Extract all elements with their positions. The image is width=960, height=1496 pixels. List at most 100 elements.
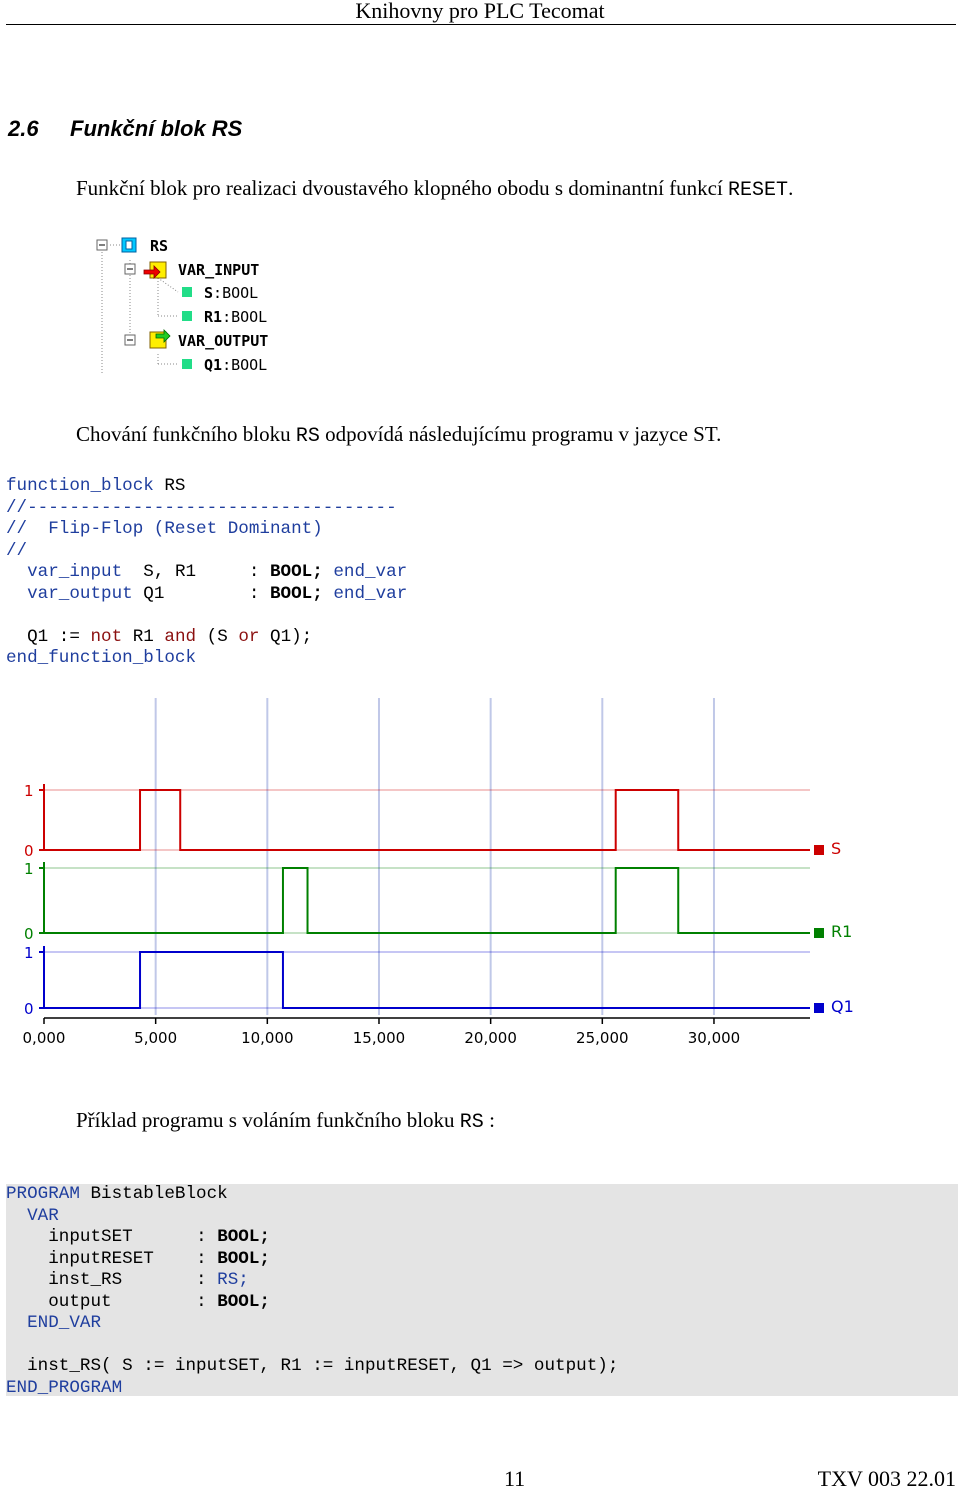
section-number: 2.6	[8, 116, 39, 141]
y-label-high: 1	[24, 782, 34, 800]
code-vars: Q1	[132, 583, 165, 604]
section-title: Funkční blok RS	[70, 116, 243, 141]
var-q1-row: Q1:BOOL	[204, 356, 267, 374]
var-q1-icon	[182, 359, 192, 369]
x-tick-label: 5,000	[134, 1029, 177, 1047]
collapse-output-icon[interactable]	[124, 334, 136, 346]
series-line-S	[44, 789, 810, 851]
code-sep: :	[164, 583, 270, 604]
code-sep: :	[196, 1227, 218, 1247]
var-name: inputSET	[48, 1227, 133, 1247]
legend-label-Q1: Q1	[831, 997, 854, 1016]
program-code-block: PROGRAM BistableBlock VAR inputSET : BOO…	[6, 1184, 618, 1399]
code-type: RS;	[217, 1270, 249, 1290]
example-code: RS	[459, 1111, 484, 1134]
behavior-end: odpovídá následujícímu programu v jazyce…	[319, 422, 722, 446]
code-sep: :	[196, 1248, 218, 1269]
variable-tree: RS VAR_INPUT S:BOOL R1:BOOL VAR_OUTPUT Q…	[96, 237, 268, 375]
var-output-icon	[149, 329, 171, 349]
code-keyword: var_output	[27, 583, 133, 604]
var-name: inputRESET	[48, 1248, 154, 1269]
program-code-background	[6, 1184, 958, 1396]
example-paragraph: Příklad programu s voláním funkčního blo…	[76, 1108, 495, 1134]
x-tick-label: 0,000	[23, 1029, 66, 1047]
fb-call: inst_RS( S := inputSET, R1 := inputRESET…	[27, 1356, 619, 1376]
var-s-row: S:BOOL	[204, 284, 258, 302]
document-id: TXV 003 22.01	[817, 1466, 956, 1491]
tree-root-label: RS	[150, 237, 168, 255]
series-line-Q1	[44, 951, 810, 1009]
intro-paragraph: Funkční blok pro realizaci dvoustavého k…	[76, 176, 793, 202]
code-type: BOOL;	[217, 1291, 270, 1312]
var-r1-icon	[182, 311, 192, 321]
x-tick-label: 30,000	[688, 1029, 741, 1047]
x-tick-label: 25,000	[576, 1029, 629, 1047]
y-label-low: 0	[24, 1000, 34, 1018]
code-operator: or	[238, 626, 260, 647]
code-expr: (S	[196, 626, 239, 647]
code-keyword: END_VAR	[27, 1313, 102, 1333]
code-keyword: var_input	[27, 562, 123, 582]
rs-block-icon	[121, 237, 137, 253]
code-expr: R1	[122, 626, 165, 647]
code-keyword: function_block	[6, 476, 154, 496]
code-keyword: PROGRAM	[6, 1184, 80, 1204]
var-s-icon	[182, 287, 192, 297]
page-header: Knihovny pro PLC Tecomat	[355, 0, 605, 23]
intro-text: Funkční blok pro realizaci dvoustavého k…	[76, 176, 729, 200]
code-keyword: end_var	[333, 562, 408, 582]
code-vars: S, R1	[122, 562, 197, 582]
code-expr: Q1 :=	[27, 626, 91, 647]
y-label-low: 0	[24, 925, 34, 943]
code-comment: // Flip-Flop (Reset Dominant)	[6, 519, 323, 539]
st-code-block: function_block RS //--------------------…	[6, 476, 407, 670]
code-type: BOOL;	[270, 583, 323, 604]
code-block-name: RS	[153, 476, 186, 496]
code-keyword: VAR	[27, 1205, 59, 1226]
legend-marker-R1	[814, 928, 824, 938]
code-sep: :	[196, 1291, 218, 1312]
series-line-R1	[44, 867, 810, 934]
var-input-label: VAR_INPUT	[178, 261, 259, 279]
code-operator: not	[90, 626, 123, 647]
legend-label-R1: R1	[831, 922, 852, 941]
y-label-high: 1	[24, 944, 34, 962]
code-keyword: end_function_block	[6, 648, 197, 668]
var-name: output	[48, 1291, 112, 1312]
legend-marker-S	[814, 845, 824, 855]
section-heading: 2.6 Funkční blok RS	[8, 116, 242, 142]
code-type: BOOL;	[217, 1227, 270, 1247]
program-name: BistableBlock	[79, 1184, 228, 1204]
intro-end: .	[788, 176, 794, 200]
collapse-input-icon[interactable]	[124, 263, 136, 275]
code-sep: :	[196, 1270, 218, 1290]
y-label-low: 0	[24, 842, 34, 860]
code-comment: //-----------------------------------	[6, 497, 397, 518]
legend-marker-Q1	[814, 1003, 824, 1013]
code-keyword: end_var	[333, 583, 408, 604]
code-keyword: END_PROGRAM	[6, 1377, 123, 1398]
code-type: BOOL;	[269, 562, 323, 582]
code-type: BOOL;	[217, 1248, 270, 1269]
code-expr: Q1);	[259, 626, 313, 647]
legend-label-S: S	[831, 839, 841, 858]
example-text: Příklad programu s voláním funkčního blo…	[76, 1108, 460, 1132]
behavior-text: Chování funkčního bloku	[76, 422, 296, 446]
x-tick-label: 10,000	[241, 1029, 294, 1047]
page-number: 11	[504, 1466, 526, 1491]
x-tick-label: 20,000	[464, 1029, 517, 1047]
y-label-high: 1	[24, 860, 34, 878]
header-rule	[6, 24, 956, 25]
example-end: :	[483, 1108, 495, 1132]
intro-code: RESET	[728, 179, 789, 202]
var-input-icon	[143, 261, 167, 279]
var-name: inst_RS	[48, 1270, 123, 1290]
var-r1-row: R1:BOOL	[204, 308, 267, 326]
x-tick-label: 15,000	[353, 1029, 406, 1047]
collapse-root-icon[interactable]	[96, 239, 108, 251]
behavior-code: RS	[295, 425, 320, 448]
code-operator: and	[164, 626, 197, 647]
code-comment: //	[6, 540, 28, 561]
behavior-paragraph: Chování funkčního bloku RS odpovídá násl…	[76, 422, 721, 448]
